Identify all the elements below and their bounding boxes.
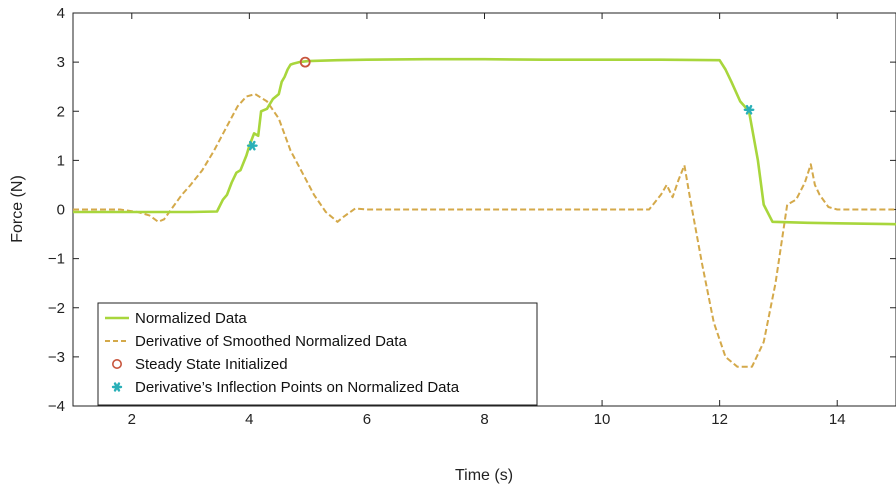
x-tick-label: 6 [363, 411, 371, 428]
series-layer [73, 57, 896, 368]
y-tick-label: 2 [57, 103, 65, 120]
x-tick-label: 14 [829, 411, 846, 428]
inflection-point-marker [246, 140, 258, 151]
y-tick-label: −3 [48, 349, 65, 366]
legend: Normalized Data Derivative of Smoothed N… [97, 302, 538, 406]
y-tick-label: 3 [57, 54, 65, 71]
y-tick-label: 4 [57, 5, 65, 22]
y-tick-label: −4 [48, 398, 65, 415]
marker-layer [246, 56, 755, 151]
legend-label-steady-state: Steady State Initialized [135, 356, 288, 373]
legend-swatch-steady-state [112, 358, 123, 369]
steady-state-marker [299, 56, 311, 68]
x-tick-label: 2 [128, 411, 136, 428]
y-tick-label: −2 [48, 300, 65, 317]
x-tick-label: 12 [711, 411, 728, 428]
legend-label-inflection: Derivative’s Inflection Points on Normal… [135, 379, 460, 396]
x-tick-label: 4 [245, 411, 253, 428]
y-tick-label: 1 [57, 152, 65, 169]
x-axis-title: Time (s) [455, 467, 513, 484]
legend-star-glyph [111, 382, 123, 392]
x-tick-label: 8 [480, 411, 488, 428]
series-normalized-line [73, 57, 896, 226]
y-axis-title: Force (N) [9, 175, 26, 243]
legend-label-derivative: Derivative of Smoothed Normalized Data [135, 333, 407, 350]
series-derivative-line [73, 93, 896, 368]
y-tick-label: −1 [48, 251, 65, 268]
legend-box [97, 302, 538, 406]
legend-label-normalized: Normalized Data [135, 310, 247, 327]
x-tick-label: 10 [594, 411, 611, 428]
inflection-point-marker [743, 104, 755, 115]
legend-swatch-inflection [111, 382, 123, 392]
y-tick-label: 0 [57, 202, 65, 219]
